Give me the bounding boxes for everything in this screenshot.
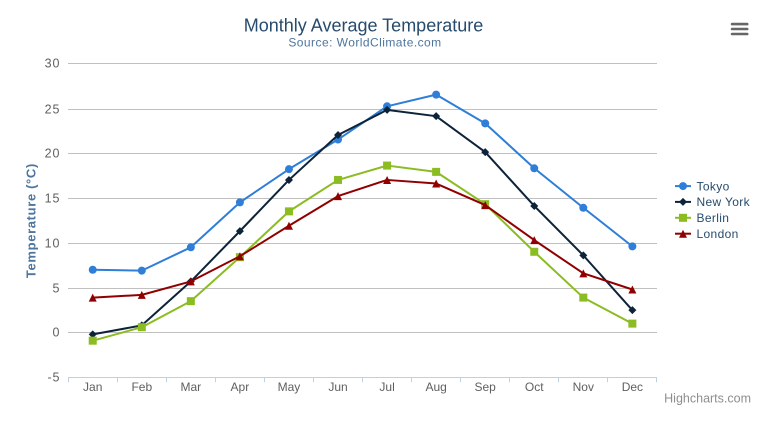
svg-text:0: 0 [53, 325, 61, 339]
svg-text:Nov: Nov [573, 380, 594, 394]
svg-text:25: 25 [45, 102, 61, 116]
svg-text:Dec: Dec [622, 380, 643, 394]
svg-text:Temperature (°C): Temperature (°C) [24, 163, 39, 278]
svg-text:Jul: Jul [379, 380, 394, 394]
svg-text:-5: -5 [47, 370, 60, 384]
svg-text:Sep: Sep [475, 380, 497, 394]
svg-text:Mar: Mar [181, 380, 202, 394]
svg-text:Tokyo: Tokyo [697, 179, 730, 193]
svg-text:Monthly Average Temperature: Monthly Average Temperature [244, 16, 483, 36]
svg-text:Apr: Apr [231, 380, 250, 394]
svg-text:30: 30 [45, 56, 61, 70]
svg-text:Highcharts.com: Highcharts.com [664, 391, 751, 405]
svg-text:May: May [278, 380, 301, 394]
svg-text:Jun: Jun [328, 380, 347, 394]
svg-text:Oct: Oct [525, 380, 544, 394]
svg-text:Berlin: Berlin [697, 211, 730, 225]
svg-text:New York: New York [697, 195, 751, 209]
svg-text:London: London [697, 227, 739, 241]
svg-text:Aug: Aug [425, 380, 446, 394]
svg-text:Jan: Jan [83, 380, 102, 394]
svg-text:10: 10 [45, 236, 61, 250]
svg-text:5: 5 [53, 281, 61, 295]
svg-text:Feb: Feb [131, 380, 152, 394]
svg-text:Source: WorldClimate.com: Source: WorldClimate.com [288, 35, 441, 49]
svg-text:20: 20 [45, 146, 61, 160]
svg-text:15: 15 [45, 191, 61, 205]
